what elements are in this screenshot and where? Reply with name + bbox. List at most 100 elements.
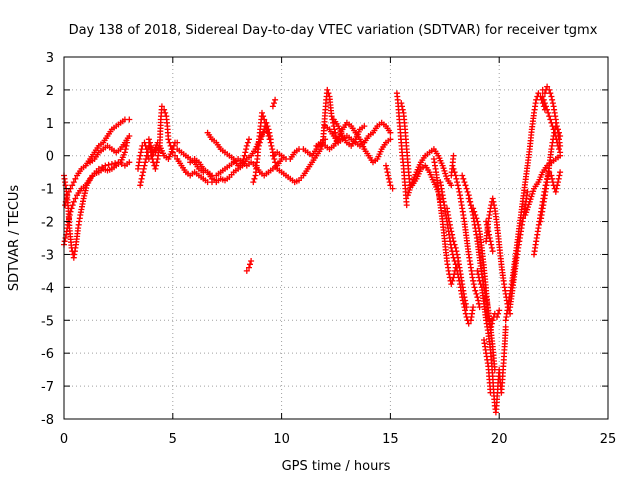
data-point <box>524 188 531 195</box>
data-point <box>488 320 495 327</box>
data-point <box>462 300 469 307</box>
data-point <box>450 274 457 281</box>
data-point <box>451 241 458 248</box>
data-point <box>399 106 406 113</box>
data-point <box>268 142 275 149</box>
data-point <box>239 159 246 166</box>
data-point <box>483 221 490 228</box>
data-point <box>552 188 559 195</box>
data-point <box>449 235 456 241</box>
data-point <box>174 139 181 146</box>
data-point <box>62 202 69 209</box>
data-point <box>475 225 482 232</box>
data-point <box>448 182 455 189</box>
data-point <box>265 126 272 133</box>
data-point <box>213 177 220 184</box>
y-tick-label: 1 <box>46 117 54 132</box>
data-point <box>470 281 477 288</box>
data-point <box>453 248 460 255</box>
y-tick-label: -3 <box>41 248 54 263</box>
data-point <box>489 195 496 202</box>
data-point <box>144 149 151 156</box>
data-point <box>142 142 149 149</box>
data-point <box>459 172 466 179</box>
data-point <box>448 228 455 235</box>
data-point <box>242 149 249 156</box>
data-point <box>105 161 112 168</box>
data-point <box>141 162 148 169</box>
data-point <box>541 90 548 97</box>
data-point <box>272 159 279 166</box>
data-point <box>463 304 470 311</box>
data-point <box>522 212 529 218</box>
data-point <box>264 123 271 130</box>
data-point <box>81 192 88 199</box>
data-point <box>540 96 547 103</box>
data-point <box>485 228 492 235</box>
data-point <box>324 86 331 93</box>
data-point <box>272 96 279 103</box>
data-point <box>385 175 392 182</box>
y-tick-label: -2 <box>41 216 54 231</box>
data-point <box>549 96 556 103</box>
data-point <box>473 215 480 222</box>
axis-ticks <box>63 56 609 420</box>
data-point <box>454 251 461 258</box>
data-point <box>137 152 144 159</box>
data-point <box>328 113 335 120</box>
y-tick-label: -6 <box>41 347 54 362</box>
data-point <box>549 100 556 107</box>
data-point <box>257 136 264 143</box>
data-point <box>406 187 413 193</box>
data-point <box>554 182 561 189</box>
data-point <box>475 274 482 281</box>
data-point <box>66 215 73 222</box>
data-point <box>544 106 551 113</box>
data-point <box>154 139 161 146</box>
y-tick-label: 0 <box>46 150 54 165</box>
data-point <box>446 221 453 228</box>
data-point <box>386 179 393 186</box>
data-point <box>472 212 479 218</box>
data-point <box>475 271 482 278</box>
data-point <box>456 188 463 195</box>
data-point <box>475 297 482 304</box>
x-tick-label: 20 <box>491 432 508 447</box>
x-axis-label: GPS time / hours <box>282 459 391 474</box>
data-point <box>553 185 560 192</box>
data-point <box>524 204 531 211</box>
data-point <box>69 202 76 209</box>
data-point <box>472 287 479 294</box>
data-point <box>474 218 481 225</box>
data-point <box>471 208 478 215</box>
data-point <box>398 100 405 107</box>
data-point <box>145 136 152 143</box>
data-point <box>466 198 473 205</box>
data-point <box>452 172 459 179</box>
data-point <box>148 142 154 149</box>
data-point <box>535 90 542 97</box>
data-point <box>66 212 73 218</box>
data-point <box>260 129 267 136</box>
data-point <box>462 307 469 314</box>
data-point <box>530 188 537 195</box>
data-point <box>477 281 484 288</box>
data-point <box>556 172 563 179</box>
data-point <box>322 136 329 143</box>
data-point <box>267 136 274 143</box>
data-point <box>547 90 554 97</box>
data-point <box>471 284 478 291</box>
data-point <box>387 136 394 143</box>
data-point <box>256 139 263 146</box>
y-tick-label: -1 <box>41 183 54 198</box>
data-point <box>443 173 450 180</box>
data-point <box>450 238 457 245</box>
data-point <box>546 86 553 93</box>
data-point <box>61 238 68 245</box>
data-point <box>243 267 250 274</box>
data-point <box>247 261 253 268</box>
data-point <box>557 169 564 176</box>
data-point <box>488 244 495 251</box>
data-point <box>255 142 262 149</box>
